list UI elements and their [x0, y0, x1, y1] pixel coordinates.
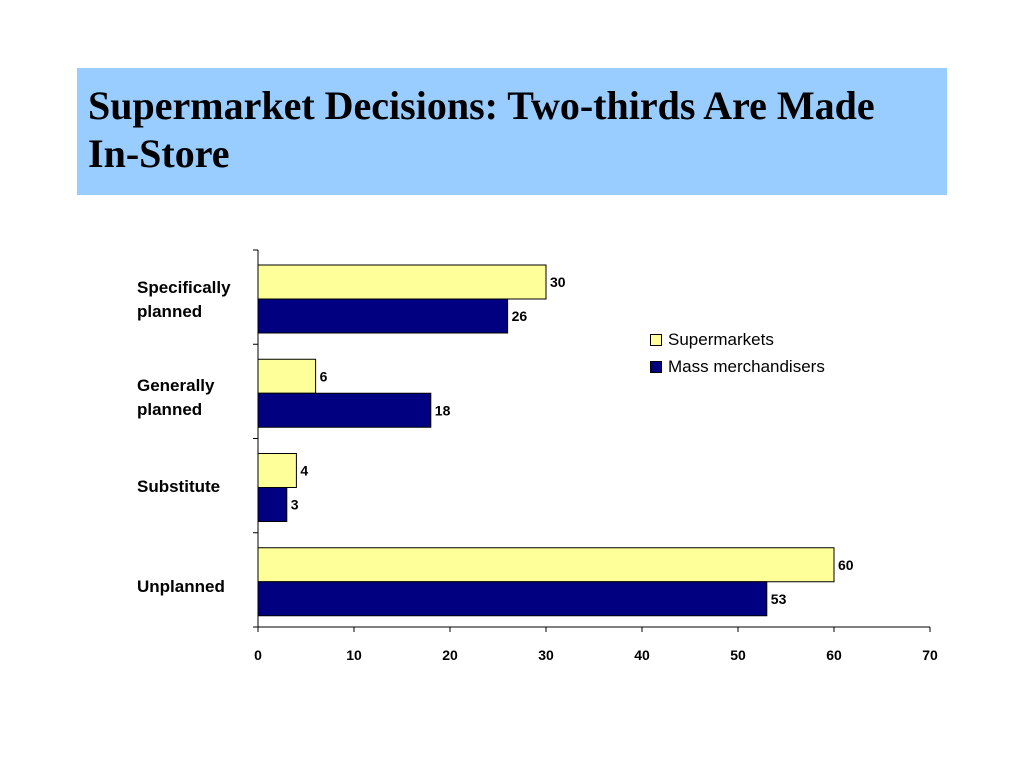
legend-label-mass-merchandisers: Mass merchandisers [668, 356, 825, 376]
slide-title: Supermarket Decisions: Two-thirds Are Ma… [88, 83, 875, 176]
data-label: 4 [300, 463, 308, 479]
category-label-line: Generally [137, 376, 215, 395]
data-label: 18 [435, 402, 451, 418]
x-tick-label: 60 [826, 647, 842, 663]
data-label: 60 [838, 557, 854, 573]
data-label: 6 [320, 368, 328, 384]
category-label-line: planned [137, 302, 203, 321]
bar-mass-merchandisers [257, 487, 288, 522]
legend-item-supermarkets: Supermarkets [650, 326, 825, 353]
bar-supermarkets [257, 264, 547, 300]
legend-swatch-mass-merchandisers [650, 360, 662, 373]
category-label: Generally planned [137, 374, 252, 422]
title-banner: Supermarket Decisions: Two-thirds Are Ma… [77, 68, 947, 195]
data-label: 30 [550, 274, 566, 290]
category-label: Substitute [137, 475, 252, 499]
legend-label-supermarkets: Supermarkets [668, 329, 774, 349]
data-label: 53 [771, 591, 787, 607]
x-tick-label: 0 [254, 647, 262, 663]
bar-supermarkets [257, 453, 297, 488]
x-tick-label: 40 [634, 647, 650, 663]
category-label: Specifically planned [137, 276, 252, 324]
category-label-line: Specifically [137, 278, 231, 297]
bar-supermarkets [257, 358, 317, 394]
x-tick-label: 30 [538, 647, 554, 663]
category-label-line: planned [137, 400, 203, 419]
category-label-line: Unplanned [137, 577, 225, 596]
x-tick-label: 70 [922, 647, 938, 663]
data-label: 3 [291, 497, 299, 513]
legend: Supermarkets Mass merchandisers [650, 326, 825, 380]
bar-supermarkets [257, 547, 835, 583]
x-tick-label: 20 [442, 647, 458, 663]
x-tick-label: 10 [346, 647, 362, 663]
data-label: 26 [512, 308, 528, 324]
legend-swatch-supermarkets [650, 333, 662, 346]
bar-mass-merchandisers [257, 581, 768, 617]
x-tick-label: 50 [730, 647, 746, 663]
legend-item-mass-merchandisers: Mass merchandisers [650, 353, 825, 380]
category-label-line: Substitute [137, 477, 221, 496]
bar-mass-merchandisers [257, 392, 432, 428]
bar-mass-merchandisers [257, 298, 509, 334]
category-label: Unplanned [137, 575, 252, 599]
